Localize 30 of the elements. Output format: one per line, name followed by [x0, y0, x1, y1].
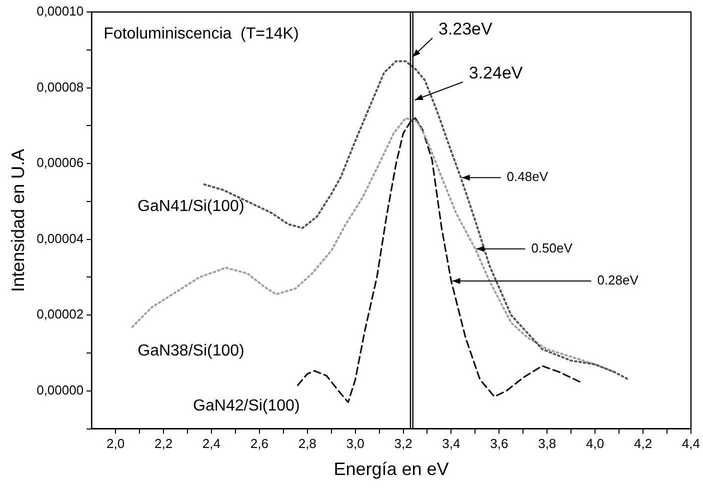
ref-line-label: 3.23eV: [438, 20, 493, 39]
annotation: 0.28eV: [597, 272, 639, 288]
annotation: 0.50eV: [531, 240, 573, 256]
x-tick-label: 2,0: [106, 436, 125, 452]
x-tick-label: 2,2: [154, 436, 173, 452]
y-tick-label: 0,00000: [36, 382, 84, 398]
annotation: Fotoluminiscencia (T=14K): [104, 25, 299, 42]
annotation: 0.48eV: [506, 169, 548, 184]
y-tick-label: 0,00010: [36, 4, 84, 19]
x-tick-label: 2,8: [298, 436, 316, 452]
x-tick-label: 3,0: [346, 436, 364, 452]
x-tick-label: 3,2: [394, 436, 412, 452]
y-tick-label: 0,00002: [36, 306, 84, 322]
x-tick-label: 4,4: [682, 436, 700, 452]
x-tick-label: 2,6: [250, 436, 268, 452]
series-label: GaN41/Si(100): [138, 198, 244, 215]
x-tick-label: 4,2: [634, 436, 652, 452]
x-tick-label: 3,8: [538, 436, 556, 452]
x-tick-label: 3,6: [490, 436, 508, 452]
y-tick-label: 0,00006: [36, 155, 84, 170]
series-label: GaN38/Si(100): [138, 342, 244, 360]
y-tick-label: 0,00008: [36, 79, 84, 94]
series-label: GaN42/Si(100): [193, 398, 300, 415]
x-tick-label: 4,0: [586, 436, 604, 452]
x-axis-title: Energía en eV: [334, 459, 449, 480]
x-tick-label: 2,4: [202, 436, 221, 452]
ref-line-label: 3.24eV: [468, 64, 524, 83]
y-axis-title: Intensidad en U.A: [8, 148, 28, 292]
y-tick-label: 0,00004: [36, 230, 84, 246]
x-tick-label: 3,4: [442, 436, 460, 452]
